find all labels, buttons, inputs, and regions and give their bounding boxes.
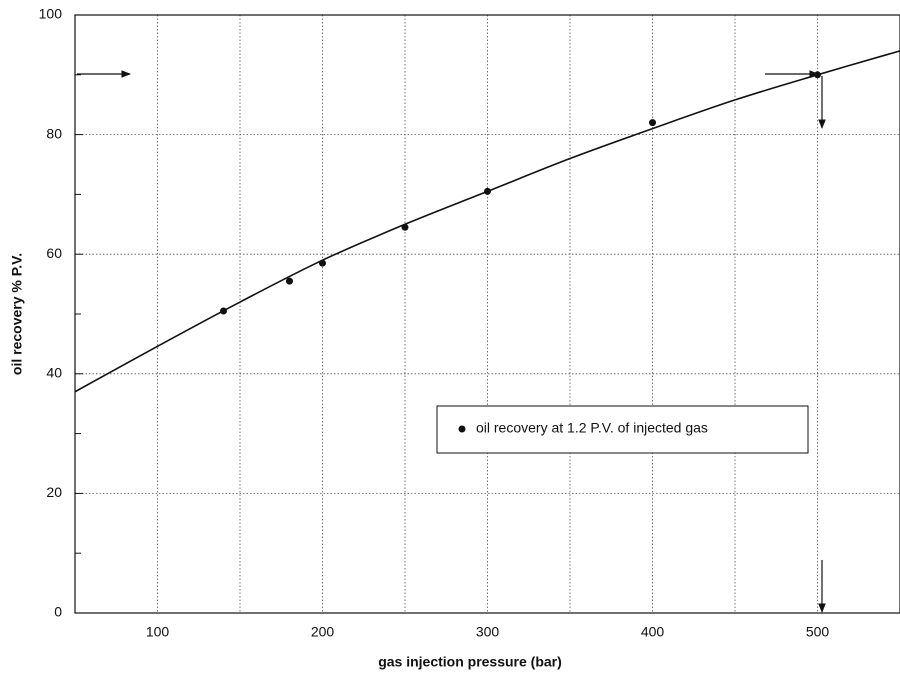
legend-box bbox=[436, 405, 809, 454]
data-point bbox=[401, 223, 409, 231]
x-axis-label: gas injection pressure (bar) bbox=[378, 654, 562, 670]
y-tick-label: 80 bbox=[46, 125, 62, 141]
legend-label: oil recovery at 1.2 P.V. of injected gas bbox=[476, 420, 708, 436]
y-axis-label: oil recovery % P.V. bbox=[9, 253, 25, 375]
data-point bbox=[814, 71, 821, 79]
y-tick-label: 60 bbox=[46, 245, 62, 261]
y-tick-label: 0 bbox=[54, 604, 62, 620]
data-point bbox=[319, 259, 326, 267]
x-tick-label: 300 bbox=[476, 624, 500, 640]
legend-marker bbox=[458, 425, 466, 433]
x-tick-label: 400 bbox=[641, 624, 665, 640]
x-tick-label: 200 bbox=[311, 624, 335, 640]
y-tick-label: 40 bbox=[46, 365, 62, 381]
x-tick-label: 100 bbox=[146, 624, 170, 640]
y-tick-label: 20 bbox=[46, 484, 62, 500]
y-tick-label: 100 bbox=[39, 6, 63, 22]
data-point bbox=[484, 187, 491, 195]
data-point bbox=[649, 119, 656, 127]
data-point bbox=[220, 307, 227, 315]
data-point bbox=[286, 277, 293, 285]
x-tick-label: 500 bbox=[806, 624, 830, 640]
